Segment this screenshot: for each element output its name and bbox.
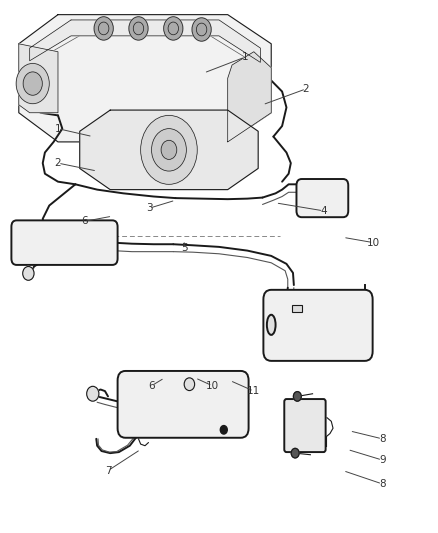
Text: 4: 4: [320, 206, 327, 216]
Circle shape: [16, 63, 49, 104]
Text: 5: 5: [181, 243, 187, 253]
Polygon shape: [228, 52, 271, 142]
FancyBboxPatch shape: [297, 179, 348, 217]
FancyBboxPatch shape: [117, 371, 249, 438]
Text: 2: 2: [303, 84, 309, 94]
Circle shape: [293, 392, 301, 401]
Text: 7: 7: [105, 466, 111, 475]
Text: 11: 11: [247, 386, 261, 396]
FancyBboxPatch shape: [284, 399, 325, 452]
Circle shape: [184, 378, 194, 391]
FancyBboxPatch shape: [263, 290, 373, 361]
Text: 9: 9: [379, 455, 385, 465]
Circle shape: [192, 18, 211, 41]
Text: 8: 8: [379, 479, 385, 489]
Circle shape: [152, 128, 186, 171]
Text: 8: 8: [379, 434, 385, 444]
Ellipse shape: [267, 315, 276, 335]
Circle shape: [220, 425, 227, 434]
Circle shape: [161, 140, 177, 159]
Circle shape: [164, 17, 183, 40]
Polygon shape: [19, 14, 271, 142]
Text: 1: 1: [242, 52, 248, 62]
Bar: [292, 305, 302, 312]
Text: 2: 2: [55, 158, 61, 168]
Text: 1: 1: [55, 124, 61, 134]
Polygon shape: [19, 44, 58, 113]
Text: 3: 3: [146, 203, 153, 213]
Circle shape: [291, 448, 299, 458]
Text: 6: 6: [148, 381, 155, 391]
Polygon shape: [30, 20, 260, 62]
Circle shape: [23, 266, 34, 280]
Polygon shape: [80, 110, 258, 190]
Text: 10: 10: [206, 381, 219, 391]
Circle shape: [141, 115, 197, 184]
Circle shape: [23, 72, 42, 95]
Circle shape: [129, 17, 148, 40]
Circle shape: [94, 17, 113, 40]
Text: 10: 10: [367, 238, 380, 248]
Circle shape: [87, 386, 99, 401]
Text: 6: 6: [81, 216, 88, 227]
FancyBboxPatch shape: [11, 220, 117, 265]
